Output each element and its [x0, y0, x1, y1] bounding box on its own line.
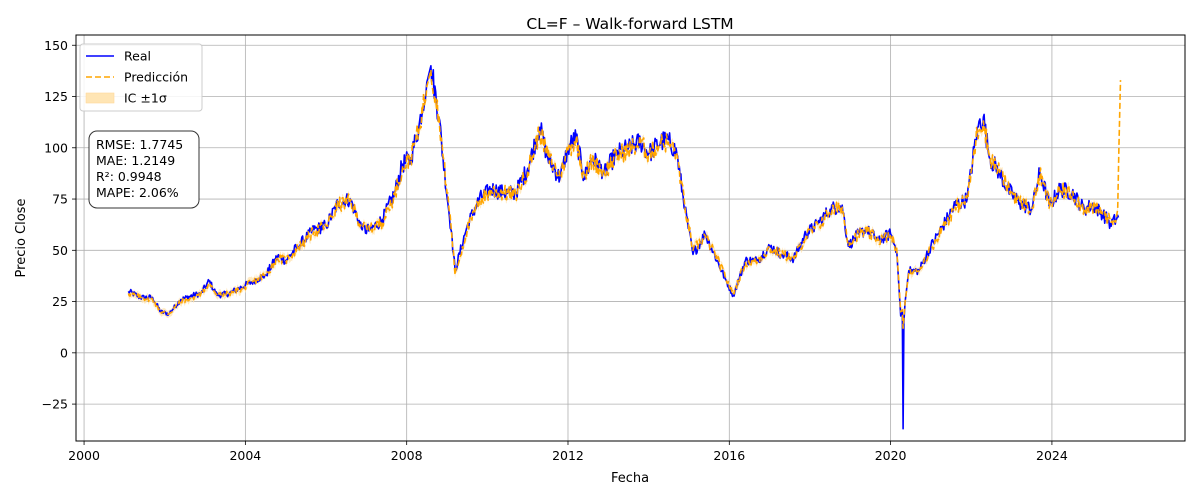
y-tick-label: 125 [44, 89, 68, 104]
chart-title: CL=F – Walk-forward LSTM [526, 15, 733, 33]
y-tick-label: 150 [44, 38, 68, 53]
series-prediction-line [127, 69, 1122, 330]
x-tick-label: 2020 [875, 448, 907, 463]
legend-band-label: IC ±1σ [124, 91, 167, 106]
grid-lines [76, 35, 1185, 441]
x-tick-label: 2024 [1036, 448, 1068, 463]
metric-r2: R²: 0.9948 [96, 169, 162, 184]
series-real-line [127, 65, 1120, 430]
x-tick-label: 2000 [68, 448, 100, 463]
y-axis-label: Precio Close [14, 199, 29, 278]
x-tick-label: 2012 [552, 448, 584, 463]
plot-area [76, 35, 1185, 441]
y-tick-label: 100 [44, 140, 68, 155]
legend-pred-label: Predicción [124, 70, 188, 85]
metric-mae: MAE: 1.2149 [96, 153, 175, 168]
legend-real-label: Real [124, 49, 151, 64]
metrics-box-frame [88, 130, 200, 209]
axes-frame [75, 34, 1186, 442]
metric-mape: MAPE: 2.06% [96, 185, 179, 200]
x-tick-label: 2008 [391, 448, 423, 463]
metrics-box: RMSE: 1.7745 MAE: 1.2149 R²: 0.9948 MAPE… [88, 130, 200, 209]
y-tick-label: −25 [42, 397, 68, 412]
legend: Real Predicción IC ±1σ [79, 43, 203, 112]
legend-band-swatch [85, 92, 115, 104]
metric-rmse: RMSE: 1.7745 [96, 137, 183, 152]
y-tick-label: 50 [52, 243, 68, 258]
x-tick-label: 2016 [713, 448, 745, 463]
y-tick-label: 25 [52, 294, 68, 309]
x-tick-label: 2004 [229, 448, 261, 463]
y-axis-ticks: −25 0 25 50 75 100 125 150 [42, 38, 76, 412]
x-axis-label: Fecha [611, 471, 649, 486]
x-axis-ticks: 2000 2004 2008 2012 2016 2020 2024 [68, 441, 1068, 463]
y-tick-label: 75 [52, 192, 68, 207]
series-lines [127, 65, 1122, 430]
y-tick-label: 0 [60, 345, 68, 360]
